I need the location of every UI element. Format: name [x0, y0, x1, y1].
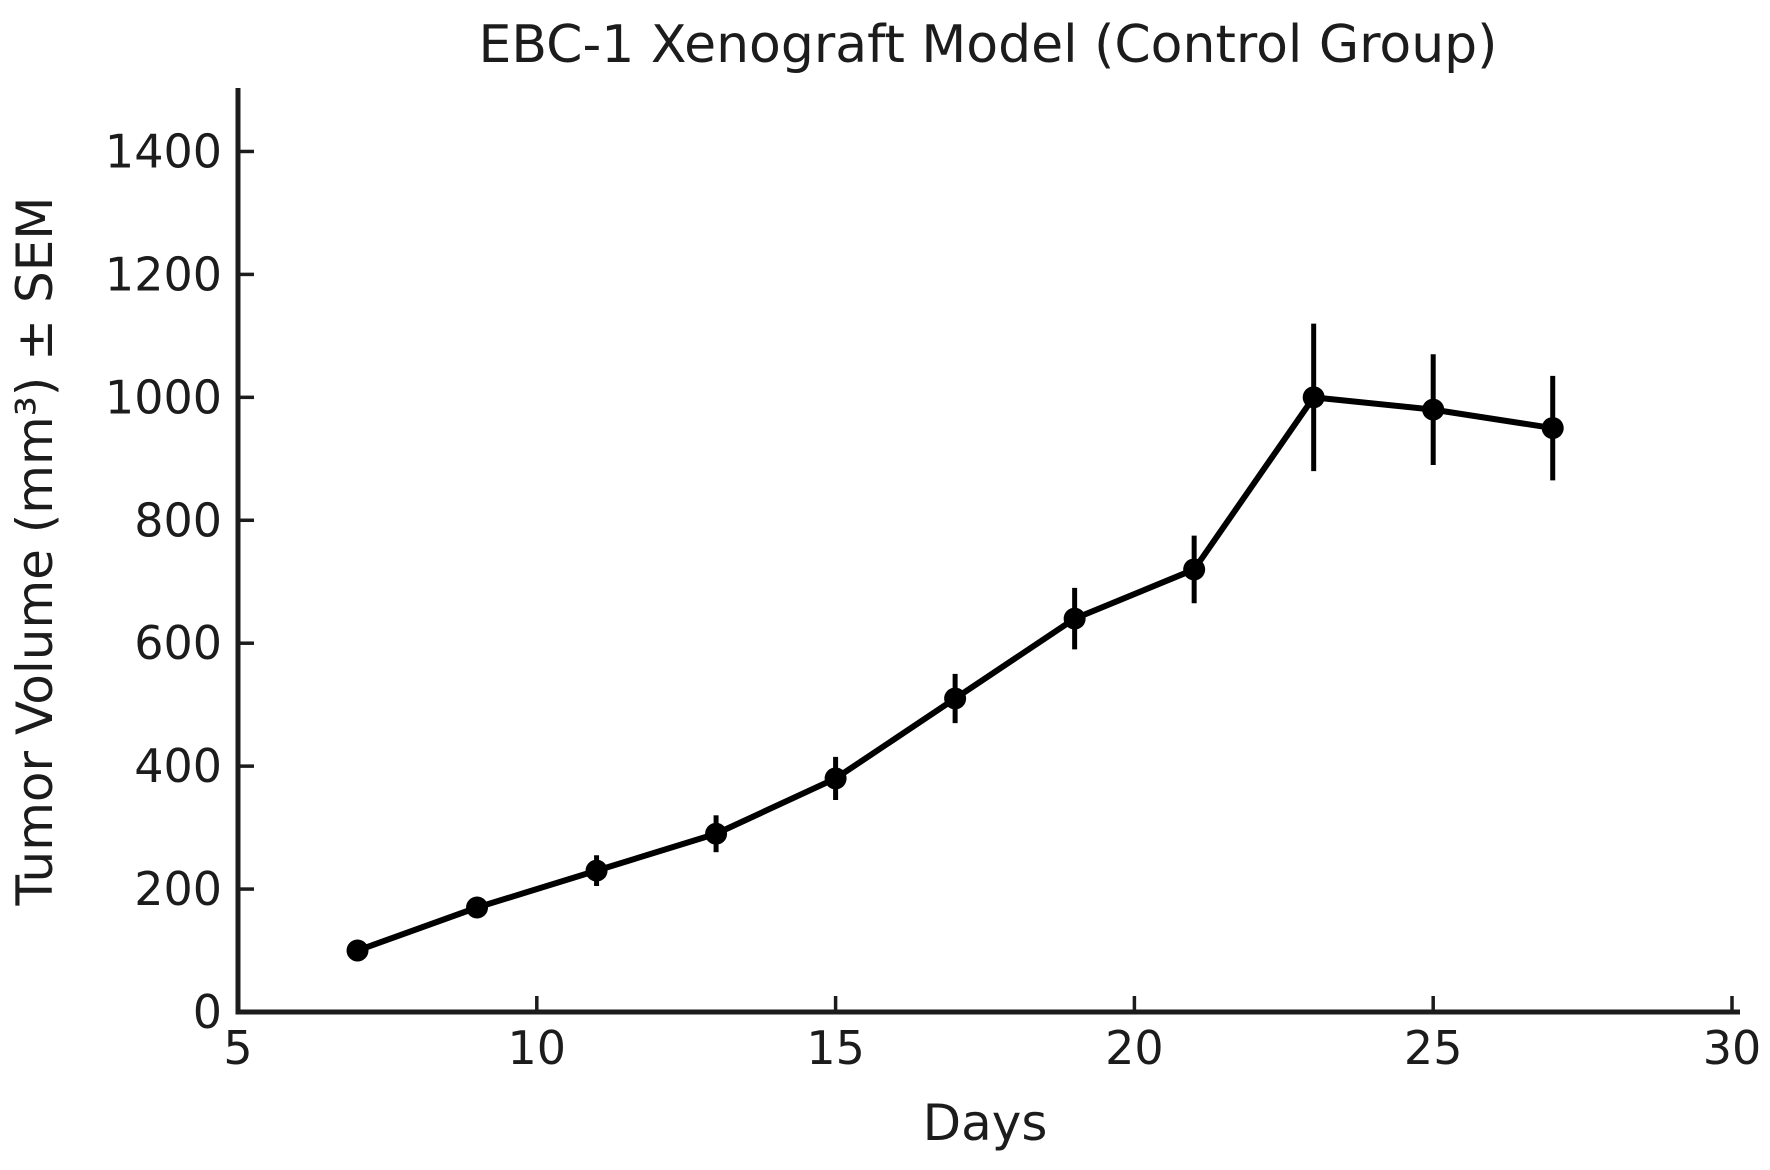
y-axis-label: Tumor Volume (mm³) ± SEM — [6, 197, 64, 907]
x-tick-label: 10 — [508, 1021, 567, 1075]
x-tick-label: 20 — [1105, 1021, 1164, 1075]
x-tick-label: 15 — [806, 1021, 865, 1075]
data-point-marker — [1183, 558, 1206, 581]
x-axis-ticks: 5 10 15 20 25 30 — [223, 996, 1761, 1075]
sem-error-bars — [355, 323, 1556, 956]
data-point-marker — [346, 939, 369, 962]
y-tick-label: 0 — [193, 985, 222, 1039]
tumor-volume-data-points — [346, 386, 1564, 962]
y-tick-label: 200 — [134, 862, 222, 916]
data-point-marker — [466, 896, 489, 919]
data-point-marker — [1422, 398, 1445, 421]
y-tick-label: 600 — [134, 616, 222, 670]
x-tick-label: 30 — [1703, 1021, 1762, 1075]
data-point-marker — [824, 767, 847, 790]
y-tick-label: 1400 — [105, 124, 222, 178]
y-tick-label: 1000 — [105, 370, 222, 424]
y-tick-label: 800 — [134, 493, 222, 547]
data-point-marker — [1541, 417, 1564, 440]
y-tick-label: 1200 — [105, 247, 222, 301]
data-point-marker — [944, 687, 967, 710]
x-tick-label: 5 — [223, 1021, 252, 1075]
chart-title: EBC-1 Xenograft Model (Control Group) — [479, 15, 1498, 75]
x-tick-label: 25 — [1404, 1021, 1463, 1075]
data-point-marker — [585, 859, 608, 882]
data-point-marker — [1063, 607, 1086, 630]
data-point-marker — [705, 822, 728, 845]
x-axis-label: Days — [923, 1094, 1048, 1152]
data-point-marker — [1302, 386, 1325, 409]
y-axis-ticks: 0 200 400 600 800 1000 1200 1400 — [105, 124, 254, 1039]
y-tick-label: 400 — [134, 739, 222, 793]
